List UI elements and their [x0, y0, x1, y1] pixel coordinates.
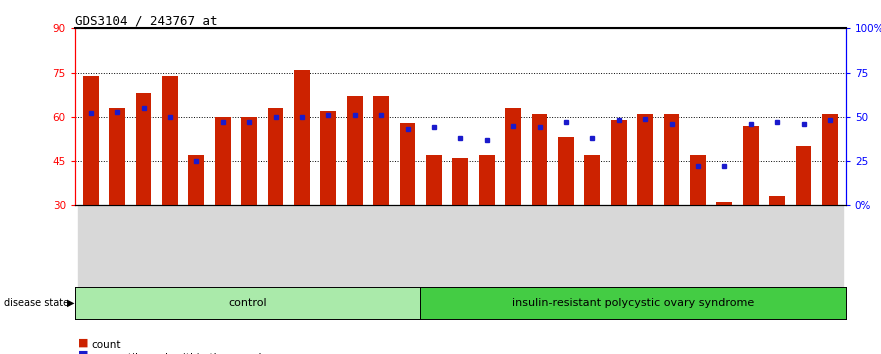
Bar: [104, 205, 130, 294]
Bar: [478, 155, 494, 205]
Bar: [453, 158, 468, 205]
Bar: [579, 205, 605, 294]
Bar: [690, 155, 706, 205]
Bar: [210, 205, 236, 294]
Bar: [347, 96, 363, 205]
Bar: [426, 155, 442, 205]
Bar: [83, 75, 99, 205]
Bar: [189, 155, 204, 205]
Bar: [157, 205, 183, 294]
Bar: [241, 117, 257, 205]
Bar: [526, 205, 552, 294]
Bar: [769, 196, 785, 205]
Bar: [368, 205, 395, 294]
Text: GDS3104 / 243767_at: GDS3104 / 243767_at: [75, 14, 218, 27]
Bar: [321, 111, 337, 205]
Bar: [263, 205, 289, 294]
Bar: [400, 123, 416, 205]
Bar: [584, 155, 600, 205]
Bar: [790, 205, 817, 294]
Bar: [637, 114, 653, 205]
Bar: [162, 75, 178, 205]
Bar: [215, 117, 231, 205]
Bar: [711, 205, 737, 294]
Bar: [822, 114, 838, 205]
Bar: [183, 205, 210, 294]
Bar: [374, 96, 389, 205]
Text: insulin-resistant polycystic ovary syndrome: insulin-resistant polycystic ovary syndr…: [512, 298, 754, 308]
Bar: [632, 205, 658, 294]
Bar: [663, 114, 679, 205]
Bar: [289, 205, 315, 294]
Bar: [109, 108, 125, 205]
Bar: [342, 205, 368, 294]
Bar: [294, 70, 310, 205]
Bar: [78, 205, 104, 294]
Text: ■: ■: [78, 337, 88, 347]
Bar: [737, 205, 764, 294]
Bar: [236, 205, 263, 294]
Bar: [473, 205, 500, 294]
Bar: [136, 93, 152, 205]
Bar: [658, 205, 685, 294]
Bar: [421, 205, 448, 294]
Bar: [764, 205, 790, 294]
Bar: [505, 108, 521, 205]
Bar: [817, 205, 843, 294]
Text: control: control: [228, 298, 267, 308]
Bar: [611, 120, 626, 205]
Bar: [448, 205, 473, 294]
Bar: [796, 146, 811, 205]
Text: ▶: ▶: [67, 298, 75, 308]
Bar: [716, 202, 732, 205]
Bar: [500, 205, 526, 294]
Text: percentile rank within the sample: percentile rank within the sample: [92, 353, 268, 354]
Bar: [315, 205, 342, 294]
Text: count: count: [92, 340, 121, 350]
Bar: [531, 114, 547, 205]
Bar: [268, 108, 284, 205]
Bar: [605, 205, 632, 294]
Bar: [552, 205, 579, 294]
Bar: [685, 205, 711, 294]
Text: disease state: disease state: [4, 298, 70, 308]
Bar: [743, 126, 759, 205]
Text: ■: ■: [78, 349, 88, 354]
Bar: [558, 137, 574, 205]
Bar: [395, 205, 421, 294]
Bar: [130, 205, 157, 294]
